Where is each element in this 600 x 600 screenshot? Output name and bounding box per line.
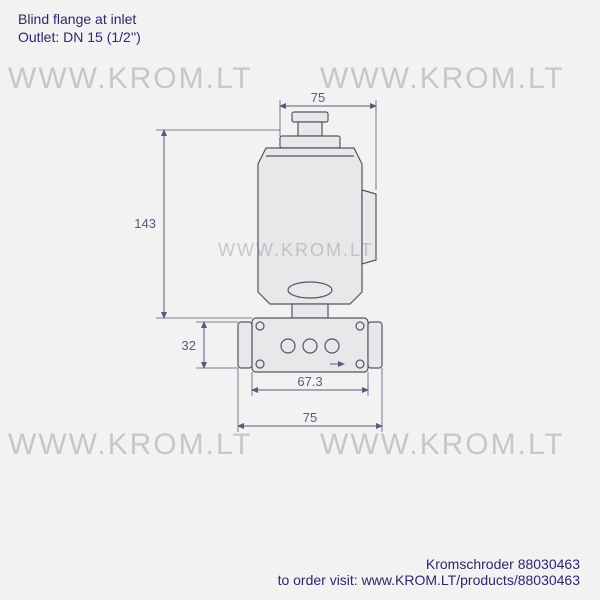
footer-order-url[interactable]: www.KROM.LT/products/88030463 [362, 572, 580, 588]
dim-body-width-outer: 75 [303, 410, 317, 425]
dim-height-overall: 143 [134, 216, 156, 231]
footer-partno: 88030463 [518, 556, 580, 572]
footer-order-prefix: to order visit: [278, 572, 362, 588]
footer-brand: Kromschroder [426, 556, 514, 572]
dim-body-width-inner: 67.3 [297, 374, 322, 389]
header-line2: Outlet: DN 15 (1/2'') [18, 28, 141, 46]
footer-block: Kromschroder 88030463 to order visit: ww… [0, 556, 600, 588]
technical-drawing: 75 143 32 67.3 75 [0, 60, 600, 520]
header-block: Blind flange at inlet Outlet: DN 15 (1/2… [18, 10, 141, 46]
dim-cap-width: 75 [311, 90, 325, 105]
dim-body-height: 32 [182, 338, 196, 353]
header-line1: Blind flange at inlet [18, 10, 141, 28]
